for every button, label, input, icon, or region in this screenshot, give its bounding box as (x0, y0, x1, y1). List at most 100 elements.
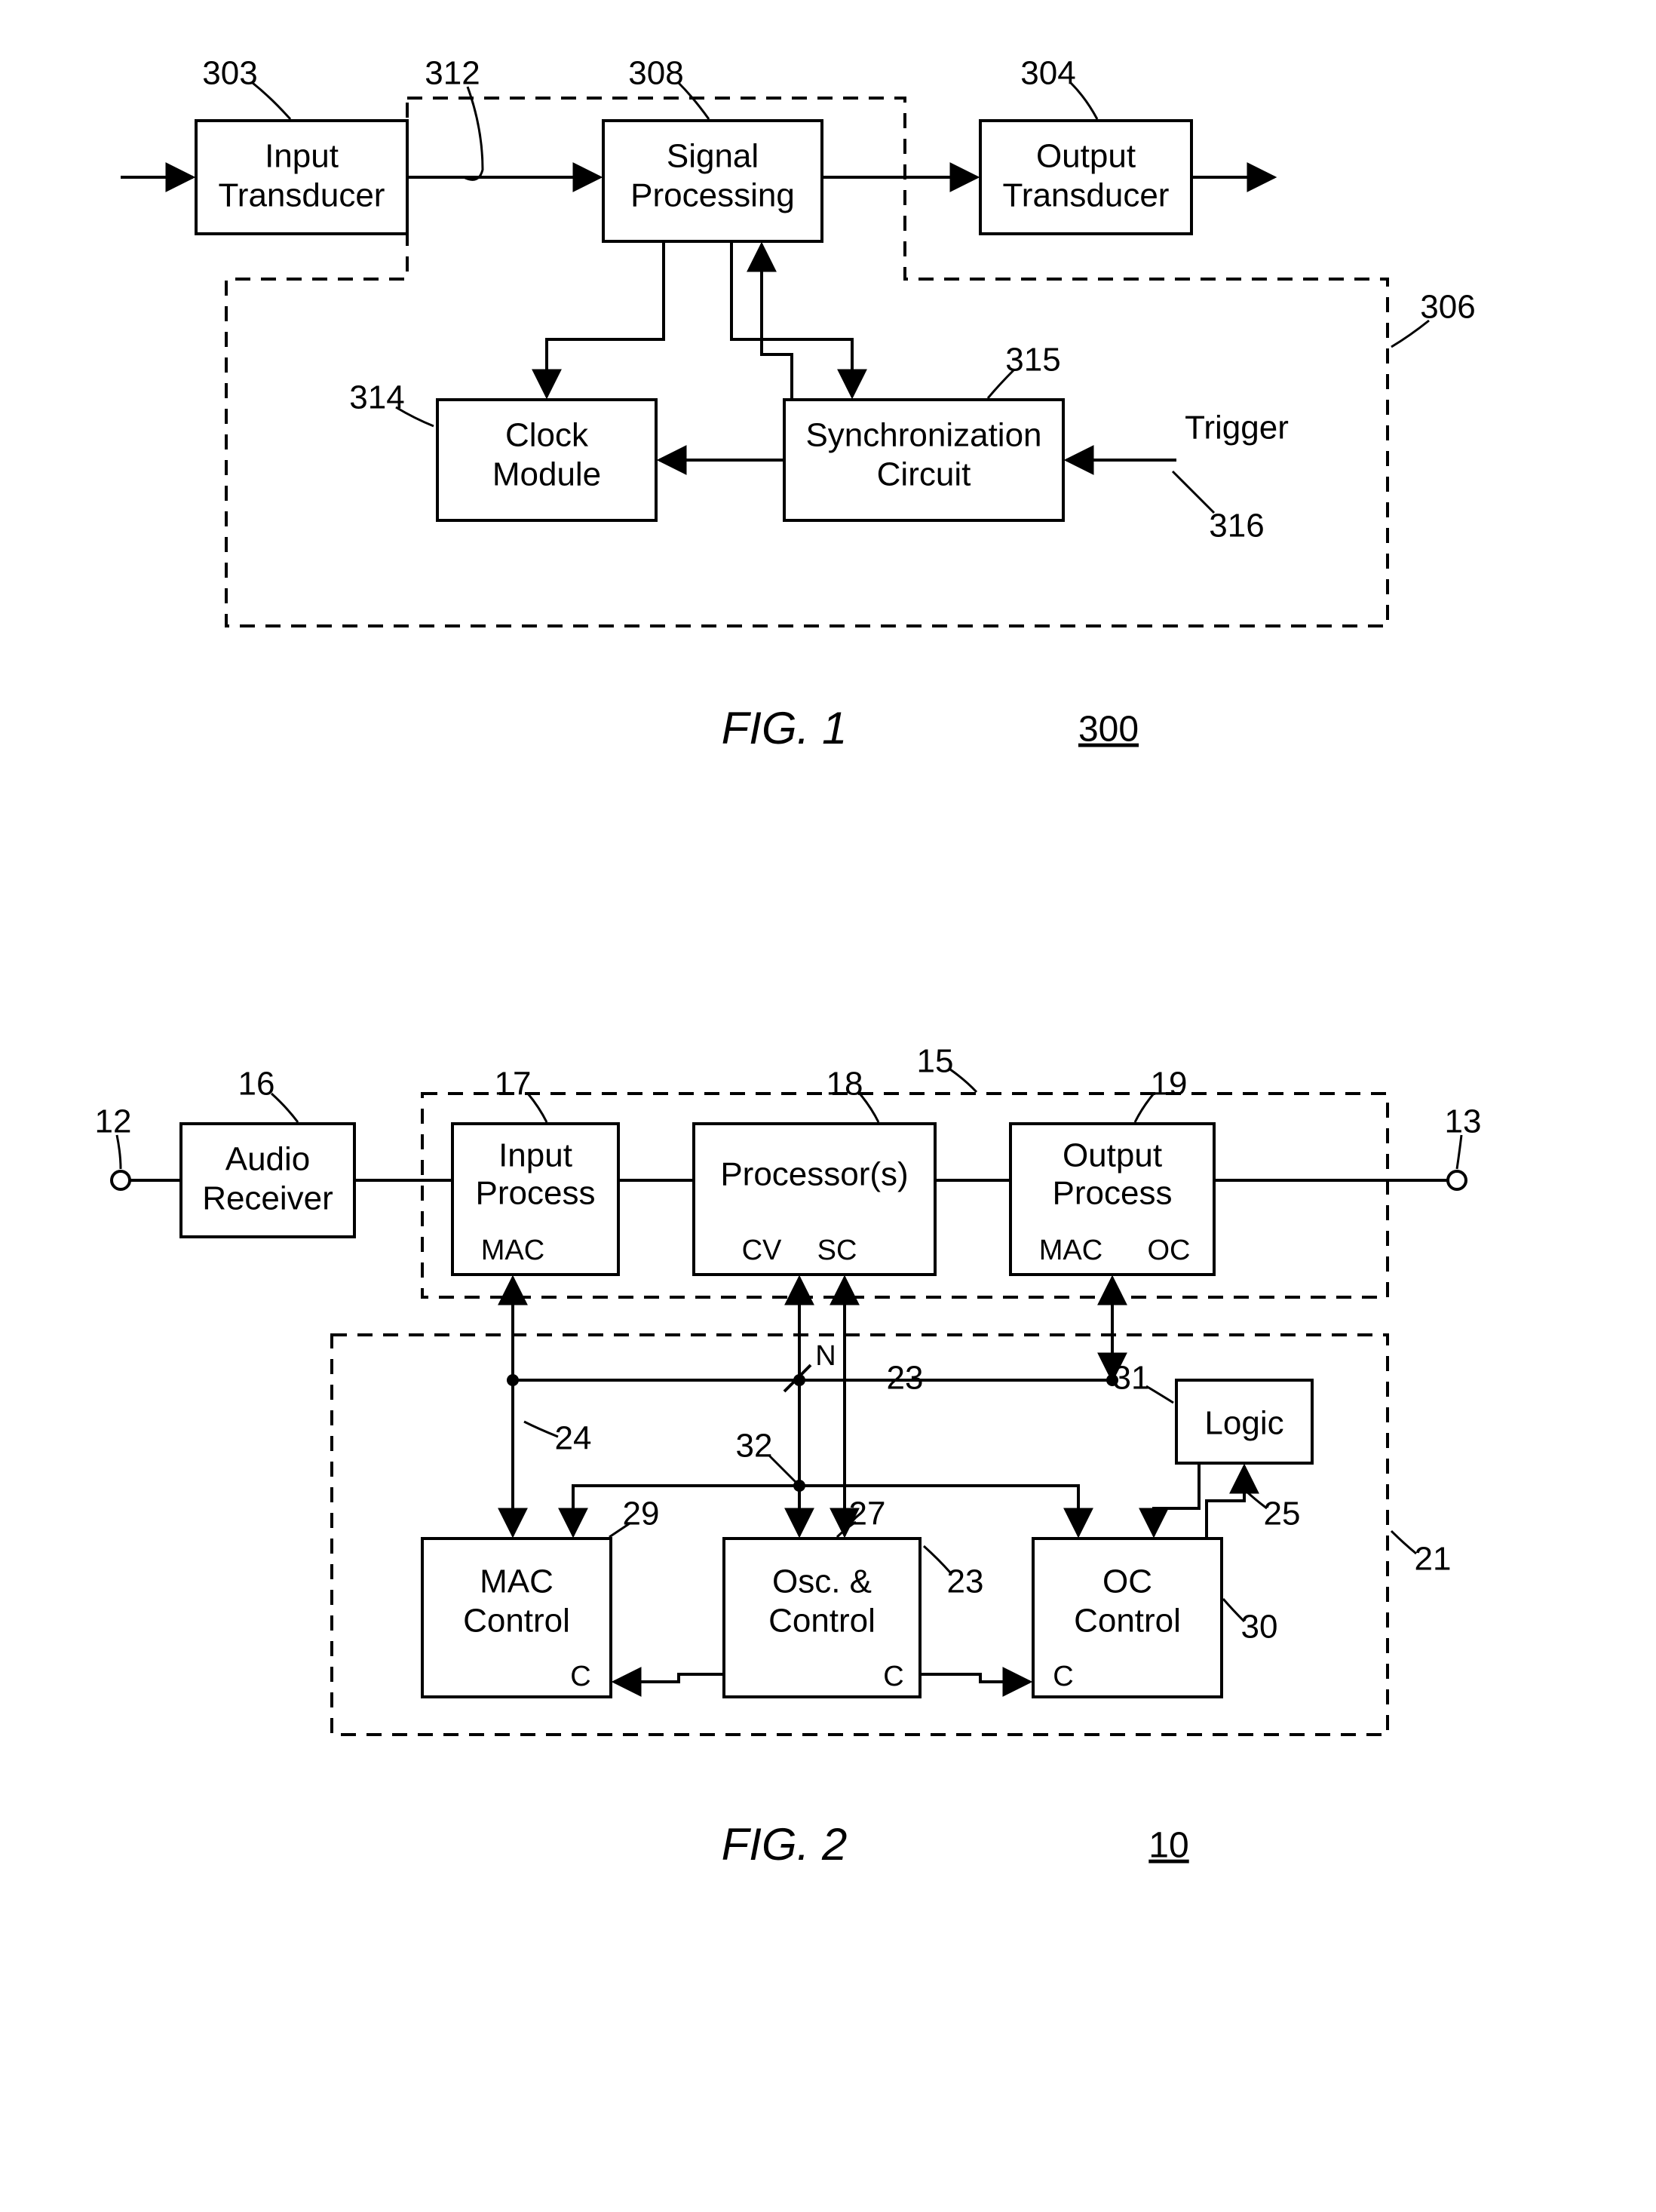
mac-control-label-2: Control (463, 1603, 570, 1640)
ref-308: 308 (628, 55, 683, 92)
output-process-oc: OC (1148, 1235, 1191, 1266)
ref-12: 12 (95, 1103, 132, 1140)
input-process-block: Input Process MAC (452, 1124, 618, 1275)
leader-31 (1146, 1386, 1173, 1403)
input-transducer-block: Input Transducer (196, 121, 407, 234)
output-transducer-label-2: Transducer (1003, 177, 1170, 214)
sync-circuit-label-1: Synchronization (805, 417, 1041, 454)
audio-receiver-label-1: Audio (225, 1141, 311, 1178)
fig2-caption: FIG. 2 (722, 1819, 848, 1870)
input-process-label-1: Input (498, 1137, 572, 1174)
ref-32: 32 (736, 1428, 773, 1465)
output-process-label-2: Process (1053, 1175, 1173, 1212)
fig1-caption: FIG. 1 (722, 703, 848, 753)
oc-control-c: C (1053, 1661, 1073, 1692)
leader-17 (528, 1094, 547, 1122)
ref-23b: 23 (947, 1563, 984, 1600)
port-13 (1448, 1171, 1466, 1189)
mac-control-label-1: MAC (480, 1563, 554, 1600)
ref-21: 21 (1415, 1541, 1452, 1578)
leader-19 (1135, 1094, 1154, 1122)
ref-13: 13 (1445, 1103, 1482, 1140)
output-transducer-block: Output Transducer (980, 121, 1191, 234)
ref-31: 31 (1113, 1360, 1150, 1397)
ref-312: 312 (425, 55, 480, 92)
clock-module-block: Clock Module (437, 400, 656, 520)
ref-27: 27 (849, 1496, 886, 1532)
ref-29: 29 (623, 1496, 660, 1532)
wire-sp-to-clock (547, 241, 664, 397)
clock-module-label-2: Module (492, 456, 601, 493)
leader-308 (679, 83, 709, 119)
mac-control-block: MAC Control C (422, 1539, 611, 1697)
fig2-number: 10 (1148, 1826, 1188, 1866)
ref-15: 15 (917, 1043, 954, 1080)
processors-label: Processor(s) (720, 1156, 908, 1193)
ref-304: 304 (1020, 55, 1075, 92)
logic-block: Logic (1176, 1380, 1312, 1463)
sync-circuit-block: Synchronization Circuit (784, 400, 1063, 520)
processors-cv: CV (742, 1235, 782, 1266)
input-transducer-label-2: Transducer (219, 177, 385, 214)
osc-control-label-1: Osc. & (772, 1563, 872, 1600)
leader-304 (1071, 83, 1097, 119)
clock-module-label-1: Clock (505, 417, 589, 454)
osc-to-mac-c (614, 1674, 724, 1682)
port-12 (112, 1171, 130, 1189)
label-n: N (815, 1340, 836, 1372)
input-process-mac: MAC (481, 1235, 544, 1266)
osc-control-label-2: Control (768, 1603, 876, 1640)
fig1-group: Input Transducer Signal Processing Outpu… (121, 55, 1476, 753)
leader-16 (271, 1094, 298, 1122)
leader-13 (1457, 1135, 1461, 1169)
leader-32 (769, 1456, 796, 1482)
ref-17: 17 (495, 1066, 532, 1103)
ref-315: 315 (1005, 342, 1060, 379)
signal-processing-label-1: Signal (667, 138, 759, 175)
wire-logic-to-oc (1154, 1463, 1199, 1536)
trigger-label: Trigger (1185, 410, 1289, 446)
output-process-block: Output Process MAC OC (1010, 1124, 1214, 1275)
osc-control-block: Osc. & Control C (724, 1539, 920, 1697)
ref-24: 24 (555, 1420, 592, 1457)
wire-32-to-oc (799, 1486, 1078, 1536)
processors-block: Processor(s) CV SC (694, 1124, 935, 1275)
ref-18: 18 (826, 1066, 863, 1103)
audio-receiver-block: Audio Receiver (181, 1124, 354, 1237)
osc-control-c: C (883, 1661, 903, 1692)
leader-15 (950, 1069, 977, 1092)
leader-23b (924, 1546, 950, 1572)
output-transducer-label-1: Output (1036, 138, 1136, 175)
signal-processing-block: Signal Processing (603, 121, 822, 241)
ref-16: 16 (238, 1066, 275, 1103)
ref-25: 25 (1264, 1496, 1301, 1532)
oc-control-block: OC Control C (1033, 1539, 1222, 1697)
leader-21 (1391, 1531, 1416, 1554)
fig1-number: 300 (1078, 710, 1139, 750)
output-process-label-1: Output (1063, 1137, 1162, 1174)
sync-circuit-label-2: Circuit (877, 456, 971, 493)
ref-19: 19 (1151, 1066, 1188, 1103)
leader-314 (396, 407, 434, 426)
leader-303 (253, 83, 290, 119)
processors-sc: SC (817, 1235, 857, 1266)
leader-18 (860, 1094, 879, 1122)
signal-processing-label-2: Processing (630, 177, 795, 214)
oc-control-label-1: OC (1102, 1563, 1152, 1600)
ref-303: 303 (202, 55, 257, 92)
leader-12 (117, 1135, 121, 1169)
leader-315 (988, 370, 1014, 398)
wire-sync-to-sp (762, 244, 792, 400)
leader-316 (1173, 471, 1214, 513)
input-transducer-label-1: Input (265, 138, 339, 175)
leader-306 (1391, 321, 1429, 347)
n-slash (784, 1365, 811, 1391)
leader-24 (524, 1422, 558, 1437)
wire-32-to-mac (573, 1486, 799, 1536)
leader-312 (464, 87, 483, 179)
input-process-label-2: Process (476, 1175, 596, 1212)
mac-control-c: C (570, 1661, 590, 1692)
oc-control-label-2: Control (1074, 1603, 1181, 1640)
output-process-mac: MAC (1039, 1235, 1102, 1266)
audio-receiver-label-2: Receiver (202, 1180, 333, 1217)
